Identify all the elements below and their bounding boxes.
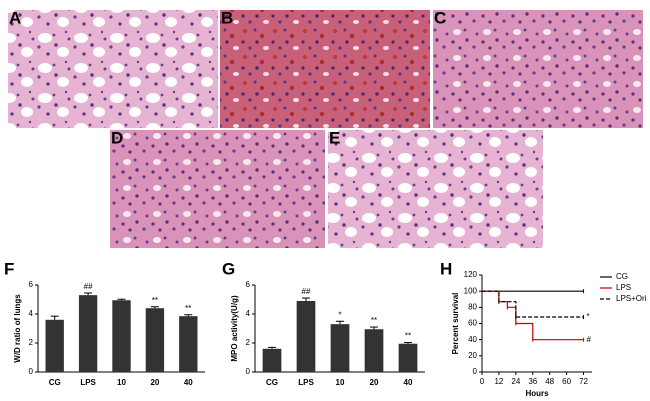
- y-tick-label: 4: [246, 309, 251, 318]
- y-tick-label: 6: [246, 280, 251, 289]
- panel-letter: H: [440, 259, 452, 278]
- x-tick-label: LPS: [80, 378, 96, 387]
- y-tick-label: 2: [246, 338, 251, 347]
- significance-mark: **: [152, 296, 158, 305]
- panel-letter: E: [329, 128, 340, 147]
- y-axis-label: MPO activity(U/g): [230, 295, 239, 362]
- x-tick-label: 72: [579, 377, 588, 386]
- panel-letter: B: [221, 8, 233, 27]
- y-tick-label: 80: [468, 302, 477, 311]
- y-tick-label: 0: [29, 367, 34, 376]
- x-tick-label: 20: [370, 378, 379, 387]
- x-tick-label: 36: [528, 377, 537, 386]
- bar: [364, 329, 384, 372]
- histology-image: [328, 130, 543, 248]
- y-tick-label: 100: [464, 286, 478, 295]
- panel-letter: F: [4, 259, 14, 278]
- x-tick-label: 20: [150, 378, 159, 387]
- bar: [179, 316, 198, 372]
- legend-label: LPS+Ori: [616, 294, 647, 303]
- significance-mark: ##: [84, 282, 93, 291]
- significance-mark: #: [587, 335, 592, 344]
- x-tick-label: 40: [184, 378, 193, 387]
- bar: [296, 300, 316, 372]
- histology-image: [220, 10, 430, 128]
- x-tick-label: CG: [49, 378, 61, 387]
- histology-image: [8, 10, 218, 128]
- y-tick-label: 0: [246, 367, 251, 376]
- panel-letter: D: [111, 128, 123, 147]
- x-axis-label: Hours: [525, 389, 549, 398]
- bar: [330, 324, 350, 372]
- significance-mark: **: [371, 316, 377, 325]
- x-tick-label: 24: [511, 377, 520, 386]
- y-tick-label: 6: [29, 280, 34, 289]
- significance-mark: ##: [302, 287, 311, 296]
- histology-image: [110, 130, 325, 248]
- bar: [45, 319, 64, 372]
- panel-letter: C: [434, 8, 446, 27]
- x-tick-label: 10: [336, 378, 345, 387]
- x-tick-label: 60: [562, 377, 571, 386]
- x-tick-label: CG: [266, 378, 278, 387]
- bar: [78, 295, 98, 372]
- y-axis-label: Percent survival: [451, 293, 460, 355]
- y-tick-label: 60: [468, 319, 477, 328]
- panel-letter: G: [222, 259, 235, 278]
- y-tick-label: 120: [464, 270, 478, 279]
- y-tick-label: 20: [468, 351, 477, 360]
- survival-curve: [482, 290, 584, 318]
- x-tick-label: 10: [117, 378, 126, 387]
- bar: [262, 348, 282, 372]
- significance-mark: *: [338, 310, 341, 319]
- bar: [145, 308, 165, 372]
- x-tick-label: LPS: [298, 378, 314, 387]
- y-tick-label: 0: [473, 367, 478, 376]
- y-axis-label: W/D ratio of lungs: [13, 294, 22, 363]
- x-tick-label: 40: [404, 378, 413, 387]
- panel-letter: A: [9, 8, 21, 27]
- x-tick-label: 0: [480, 377, 485, 386]
- significance-mark: **: [405, 332, 411, 341]
- bar: [398, 343, 418, 372]
- x-tick-label: 48: [545, 377, 554, 386]
- significance-mark: *: [587, 312, 590, 321]
- bar: [112, 300, 131, 372]
- legend-label: CG: [616, 272, 628, 281]
- y-tick-label: 4: [29, 309, 34, 318]
- legend-label: LPS: [616, 283, 631, 292]
- y-tick-label: 40: [468, 335, 477, 344]
- significance-mark: **: [185, 304, 191, 313]
- survival-curve: [482, 290, 584, 341]
- histology-image: [433, 10, 643, 128]
- x-tick-label: 12: [494, 377, 503, 386]
- y-tick-label: 2: [29, 338, 34, 347]
